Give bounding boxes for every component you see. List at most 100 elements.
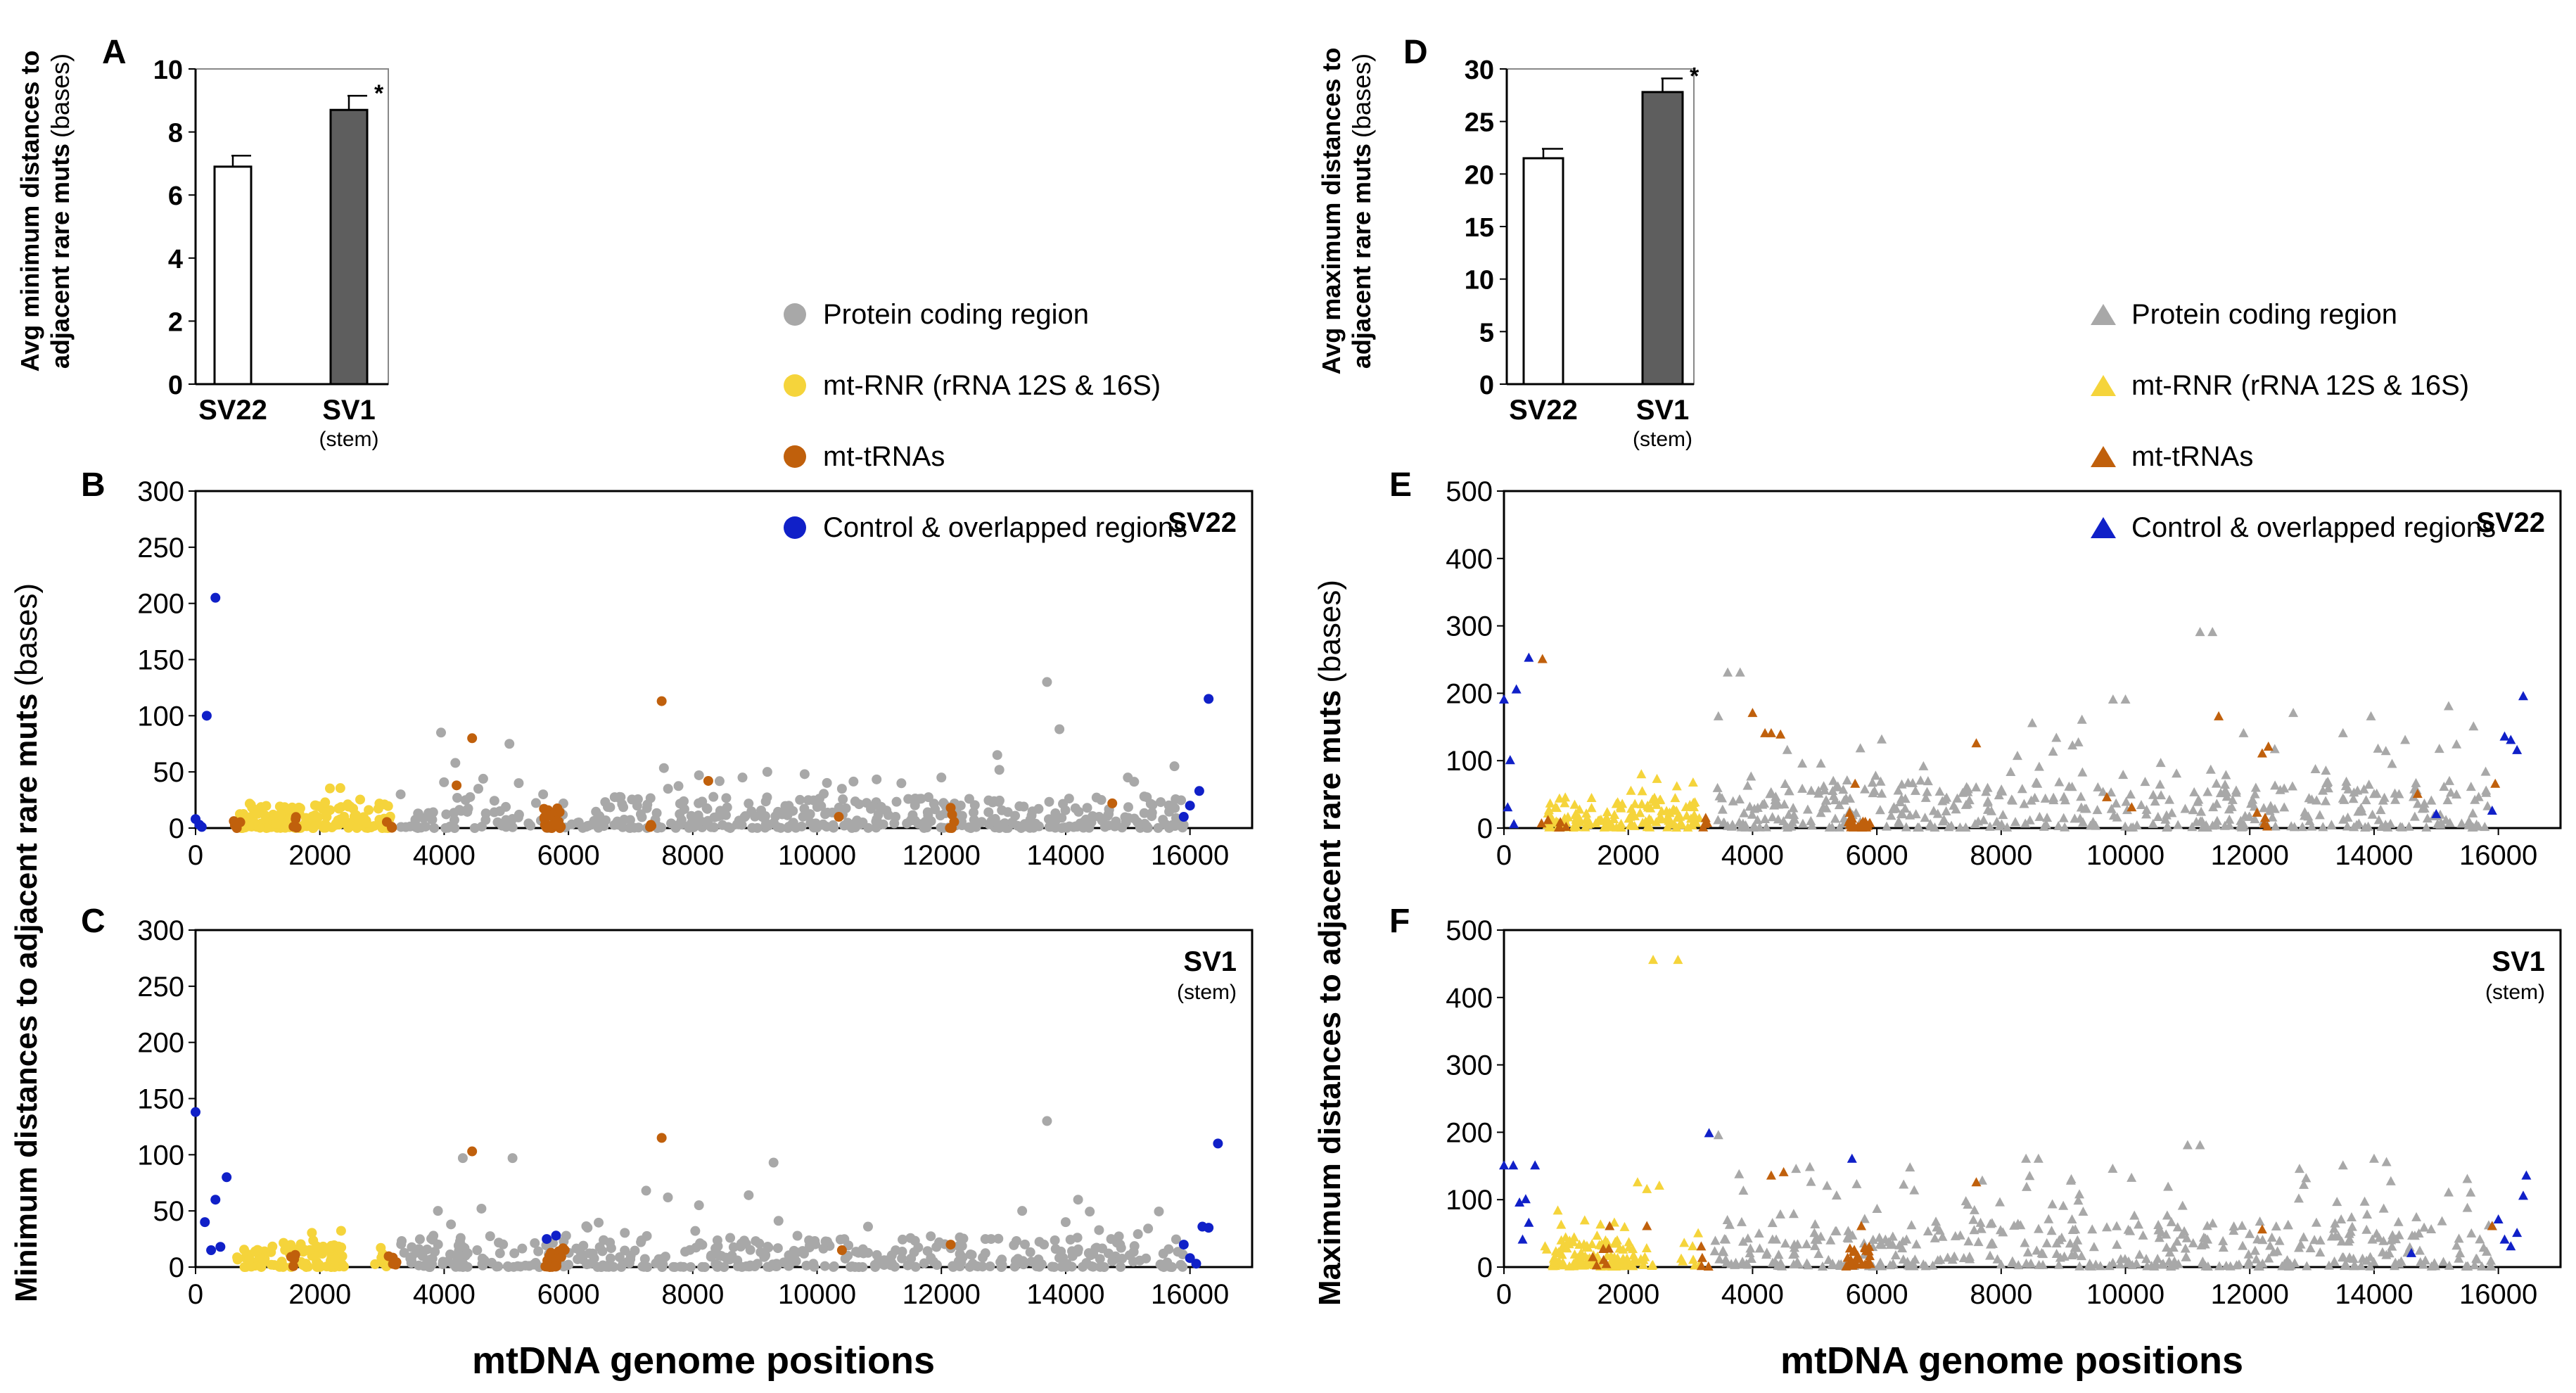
bar-d-significance: * [1690,63,1700,89]
data-point-control [542,1234,552,1245]
data-point-protein [2200,1239,2210,1249]
data-point-protein [883,1256,893,1266]
data-point-protein [2419,799,2430,808]
legend-label-control-right: Control & overlapped regions [2131,512,2496,543]
scatter-f-xtick-label: 14000 [2335,1279,2413,1310]
data-point-control [2406,1247,2416,1257]
data-point-protein [1831,1226,1842,1235]
data-point-trna [1852,1252,1863,1262]
data-point-protein [1042,677,1052,687]
data-point-trna [2102,791,2112,801]
data-point-protein [1932,1255,1943,1265]
data-point-protein [2454,1253,2464,1263]
data-point-protein [1923,1226,1933,1235]
data-point-protein [716,1251,727,1261]
data-point-protein [2454,1233,2464,1243]
data-point-protein [605,1253,616,1264]
legend-label-trna-right: mt-tRNAs [2131,441,2253,472]
data-point-protein [675,809,685,820]
data-point-protein [1960,799,1971,809]
data-point-protein [1918,1259,1929,1268]
data-point-protein [426,1233,437,1244]
data-point-rnr [298,1259,309,1270]
scatter-left-ylabel: Minimum distances to adjacent rare muts (… [9,583,44,1302]
data-point-protein [760,796,771,807]
data-point-protein [1806,1176,1816,1186]
data-point-protein [1901,822,1911,832]
data-point-protein [2177,1200,2188,1210]
data-point-protein [872,1249,882,1260]
data-point-rnr [330,1254,340,1265]
data-point-protein [1073,1195,1083,1205]
legend-circles: Protein coding region mt-RNR (rRNA 12S &… [784,299,1187,543]
data-point-protein [2422,813,2432,823]
data-point-protein [1724,1219,1735,1229]
bar-d-ylabel-line1: Avg maximum distances to [1317,48,1346,375]
data-point-protein [701,803,712,813]
data-point-protein [479,1255,490,1266]
data-point-trna [452,780,462,791]
data-point-protein [1932,808,1943,818]
data-point-protein [2318,785,2328,795]
data-point-protein [2181,1252,2191,1261]
data-point-protein [1797,758,1808,768]
data-point-protein [2255,1216,2265,1226]
data-point-protein [1842,1233,1853,1242]
data-point-protein [441,809,452,820]
data-point-protein [2196,806,2207,816]
data-point-control [2518,1190,2528,1200]
data-point-rnr [1602,807,1612,817]
data-point-protein [1773,1249,1784,1259]
data-point-protein [2168,1242,2179,1252]
data-point-protein [517,1243,528,1254]
data-point-protein [1955,1230,1965,1240]
data-point-protein [1746,771,1756,781]
data-point-protein [2463,820,2474,829]
data-point-protein [2305,1242,2316,1252]
data-point-rnr [1575,1257,1586,1267]
data-point-trna [2257,1224,2267,1234]
data-point-rnr [1642,1183,1652,1193]
data-point-protein [1734,794,1745,804]
data-point-trna [836,1245,847,1256]
data-point-protein [1163,1244,1174,1254]
data-point-protein [2451,789,2462,799]
scatter-c-xtick-label: 10000 [778,1279,856,1310]
data-point-protein [1060,1217,1071,1228]
data-point-protein [1080,814,1091,825]
data-point-protein [2378,1235,2389,1245]
data-point-trna [1700,818,1710,828]
data-point-control [551,1230,561,1241]
data-point-protein [476,1203,487,1214]
data-point-protein [1734,1169,1745,1178]
scatter-f-xtick-label: 12000 [2211,1279,2289,1310]
data-point-protein [2412,799,2423,808]
data-point-protein [2053,821,2064,831]
data-point-protein [2121,796,2131,806]
data-point-protein [2108,694,2118,704]
scatter-e-xtick-label: 10000 [2086,840,2164,871]
data-point-trna [229,816,239,827]
data-point-rnr [1670,793,1681,803]
data-point-protein [2200,1233,2211,1243]
data-point-protein [836,784,847,794]
data-point-protein [1870,770,1881,780]
data-point-protein [1797,818,1808,828]
data-point-protein [2048,746,2058,756]
data-point-protein [530,1238,540,1248]
data-point-protein [2150,796,2160,806]
data-point-trna [2127,802,2137,812]
data-point-protein [1761,1249,1771,1259]
data-point-protein [2252,1234,2263,1244]
data-point-rnr [1642,822,1652,832]
data-point-protein [2371,1228,2382,1238]
data-point-protein [625,1254,636,1264]
data-point-protein [2027,718,2037,727]
data-point-trna [656,1133,667,1143]
scatter-panel-b: 0 50 100 150 200 250 300 0 2000 4000 6000 8000 10000… [137,476,1254,871]
data-point-protein [2070,1242,2080,1252]
data-point-protein [1911,809,1921,819]
data-point-rnr [1609,1217,1619,1227]
data-point-protein [2469,1260,2480,1270]
data-point-protein [759,1252,770,1262]
